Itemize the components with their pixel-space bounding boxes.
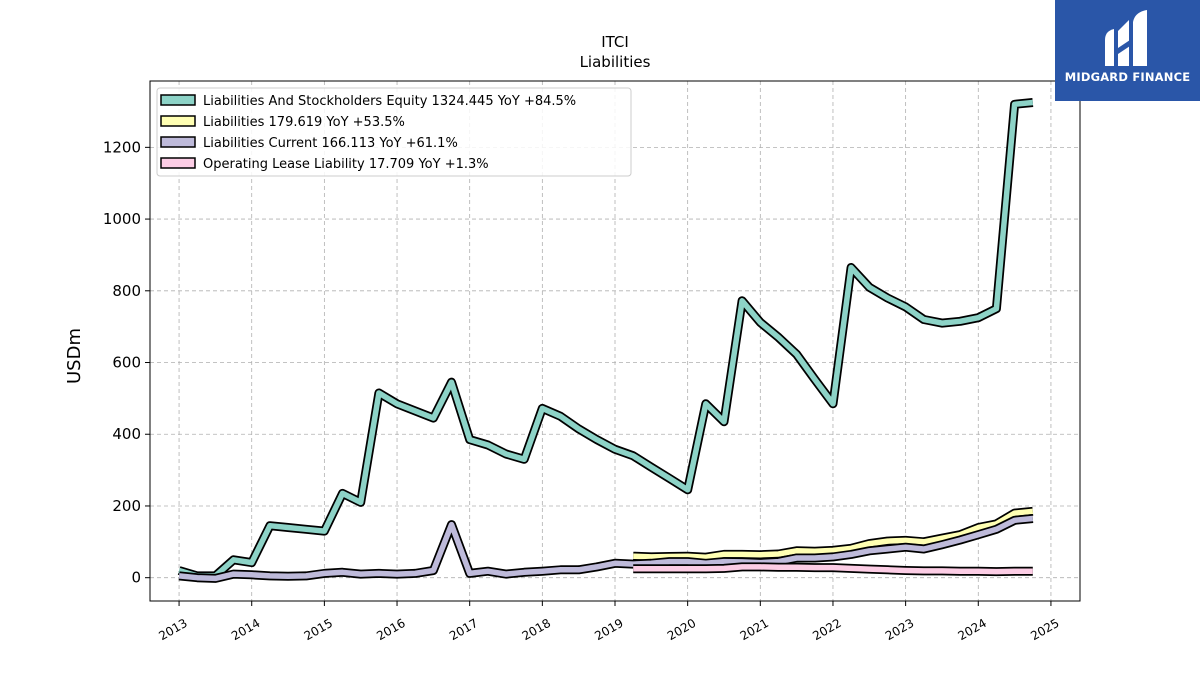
x-tick-label: 2018 xyxy=(520,616,553,643)
y-tick-label: 0 xyxy=(131,569,141,587)
series-1 xyxy=(633,506,1034,562)
logo-text: MIDGARD FINANCE xyxy=(1064,70,1191,84)
series-0 xyxy=(177,98,1034,581)
legend-box xyxy=(156,87,632,177)
y-tick-label: 400 xyxy=(112,425,141,443)
x-ticks: 2013 2014 2015 2016 2017 2018 2019 2020 2021 2022… xyxy=(156,601,1062,643)
series-line xyxy=(633,508,1034,560)
legend: Liabilities And Stockholders Equity 1324… xyxy=(156,87,632,177)
x-tick-label: 2021 xyxy=(738,616,771,643)
y-tick-label: 1000 xyxy=(103,210,141,228)
legend-label: Liabilities Current 166.113 YoY +61.1% xyxy=(203,136,458,151)
series-2 xyxy=(178,514,1034,583)
x-tick-label: 2022 xyxy=(810,616,843,643)
x-tick-label: 2024 xyxy=(956,616,989,643)
x-tick-label: 2015 xyxy=(302,616,335,643)
legend-label: Liabilities 179.619 YoY +53.5% xyxy=(203,115,405,130)
series-layer xyxy=(177,98,1034,583)
legend-label: Liabilities And Stockholders Equity 1324… xyxy=(203,94,576,109)
legend-swatch xyxy=(160,115,196,127)
chart-subtitle: Liabilities xyxy=(580,53,651,71)
y-tick-label: 600 xyxy=(112,354,141,372)
y-ticks: 0 200 400 600 800 1000 1200 xyxy=(103,138,150,587)
x-tick-label: 2025 xyxy=(1028,616,1061,643)
x-tick-label: 2013 xyxy=(156,616,189,643)
legend-label: Operating Lease Liability 17.709 YoY +1.… xyxy=(203,157,489,172)
series-line xyxy=(178,99,1034,579)
y-axis-label: USDm xyxy=(64,328,85,384)
logo-mark-icon xyxy=(1105,10,1147,66)
midgard-finance-logo: MIDGARD FINANCE xyxy=(1055,0,1200,101)
y-tick-label: 200 xyxy=(112,497,141,515)
y-tick-label: 1200 xyxy=(103,138,141,156)
x-tick-label: 2019 xyxy=(592,616,625,643)
legend-swatch xyxy=(160,94,196,106)
x-tick-label: 2014 xyxy=(229,616,262,643)
legend-swatch xyxy=(160,136,196,148)
x-tick-label: 2020 xyxy=(665,616,698,643)
x-tick-label: 2017 xyxy=(447,616,480,643)
series-3 xyxy=(633,562,1033,577)
series-line xyxy=(178,515,1034,582)
series-line xyxy=(633,564,1033,575)
x-tick-label: 2016 xyxy=(374,616,407,643)
x-tick-label: 2023 xyxy=(883,616,916,643)
chart-title: ITCI xyxy=(601,33,629,51)
legend-swatch xyxy=(160,157,196,169)
y-tick-label: 800 xyxy=(112,282,141,300)
